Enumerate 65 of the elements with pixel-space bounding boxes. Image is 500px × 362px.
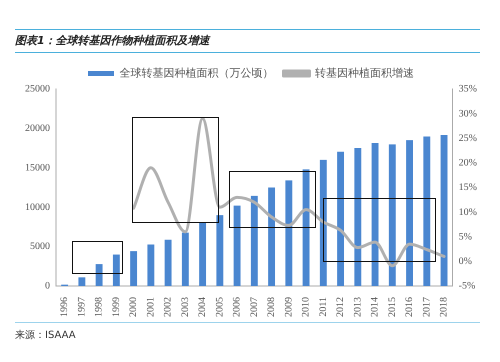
- legend-label: 全球转基因种植面积（万公顷）: [120, 66, 274, 80]
- bar: [337, 152, 344, 286]
- x-tick-label: 2000: [128, 297, 140, 317]
- x-tick-label: 2009: [283, 297, 294, 317]
- x-tick-label: 1999: [110, 297, 122, 317]
- x-tick-label: 2018: [438, 297, 450, 317]
- bar: [440, 134, 448, 286]
- x-tick-label: 2013: [352, 297, 364, 317]
- y-tick-label: 15000: [25, 162, 50, 174]
- y2-tick-label: 5%: [458, 231, 472, 242]
- bar: [199, 222, 206, 286]
- x-tick-label: 1996: [59, 297, 70, 317]
- bar: [96, 264, 103, 286]
- bar: [285, 180, 292, 286]
- bar: [320, 160, 327, 286]
- x-tick-label: 2015: [386, 297, 398, 317]
- x-tick-label: 2004: [197, 297, 208, 317]
- y2-tick-label: 20%: [458, 158, 478, 168]
- y-tick-label: 5000: [30, 241, 50, 252]
- bar: [164, 240, 172, 286]
- x-tick-label: 2011: [318, 297, 329, 317]
- bar: [372, 142, 379, 286]
- y2-tick-label: 15%: [458, 182, 478, 194]
- legend-label: 转基因种植面积增速: [315, 66, 414, 80]
- x-tick-label: 2016: [404, 297, 416, 317]
- y-tick-label: 10000: [25, 202, 50, 213]
- y-tick-label: 20000: [25, 123, 50, 134]
- bar: [302, 169, 310, 286]
- y-tick-label: 25000: [25, 84, 50, 95]
- bar: [147, 244, 154, 286]
- bar: [216, 215, 224, 286]
- y2-tick-label: 35%: [458, 84, 478, 95]
- source-note: 来源：ISAAA: [15, 328, 76, 342]
- y2-tick-label: 30%: [458, 108, 478, 120]
- bar: [423, 136, 430, 286]
- line-series: [132, 117, 446, 268]
- x-tick-label: 2006: [232, 297, 243, 317]
- bar: [268, 188, 276, 286]
- x-tick-label: 2001: [145, 297, 156, 317]
- chart-title: 图表1：全球转基因作物种植面积及增速: [15, 29, 480, 53]
- bar: [250, 196, 258, 286]
- y2-tick-label: 25%: [458, 132, 478, 144]
- bar: [406, 140, 414, 286]
- bar: [388, 144, 396, 286]
- bar: [112, 254, 120, 286]
- y2-tick-label: 10%: [458, 206, 478, 218]
- y2-tick-label: 0%: [458, 256, 472, 267]
- bar: [234, 206, 241, 286]
- bar: [130, 251, 138, 286]
- bar: [78, 277, 86, 286]
- x-tick-label: 2003: [180, 297, 191, 317]
- x-tick-label: 2008: [266, 297, 278, 317]
- y2-tick-label: -5%: [458, 280, 476, 292]
- x-tick-label: 2017: [421, 297, 432, 317]
- x-tick-label: 1997: [76, 297, 88, 317]
- x-tick-label: 2007: [248, 297, 260, 317]
- bar: [182, 232, 189, 286]
- x-tick-label: 2014: [370, 297, 381, 317]
- x-tick-label: 2010: [300, 297, 312, 317]
- y-tick-label: 0: [45, 280, 50, 292]
- x-tick-label: 2002: [162, 297, 174, 317]
- x-tick-label: 2012: [335, 297, 346, 317]
- x-tick-label: 1998: [94, 297, 105, 317]
- x-tick-label: 2005: [214, 297, 226, 317]
- bar: [354, 148, 362, 286]
